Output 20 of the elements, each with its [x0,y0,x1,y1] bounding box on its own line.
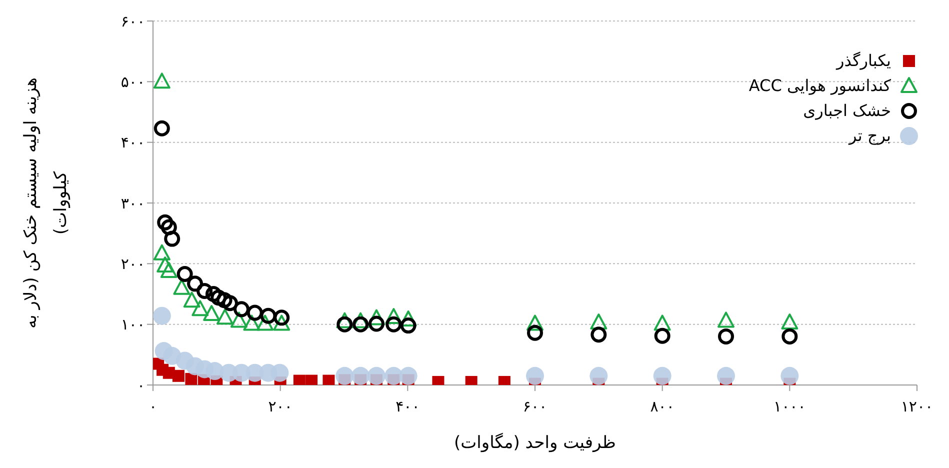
legend-label: برج تر [849,126,891,145]
x-axis-title: ظرفیت واحد (مگاوات) [454,432,616,453]
y-tick-label: ۲۰۰ [120,254,145,273]
y-axis-title: هزینه اولیه سیستم خنک کن (دلار به کیلووات) [21,78,71,328]
y-tick-label: ۱۰۰ [120,316,145,334]
y-tick-label: ۰ [136,376,145,394]
x-tick-label: ۱۰۰۰ [774,398,806,416]
legend-label: یکبارگذر [836,51,891,70]
legend-label: کندانسور هوایی ACC [748,76,891,95]
y-tick-label: ۵۰۰ [120,72,145,91]
legend-label: خشک اجباری [803,101,891,120]
x-tick-label: ۰ [148,398,158,416]
x-tick-label: ۲۰۰ [268,398,292,416]
x-tick-label: ۱۲۰۰ [900,398,934,416]
y-tick-label: ۶۰۰ [120,12,145,30]
x-tick-label: ۶۰۰ [522,398,548,416]
y-tick-label: ۴۰۰ [120,134,145,152]
x-tick-label: ۴۰۰ [396,398,420,416]
y-tick-label: ۳۰۰ [120,194,145,212]
x-tick-label: ۸۰۰ [650,398,674,416]
